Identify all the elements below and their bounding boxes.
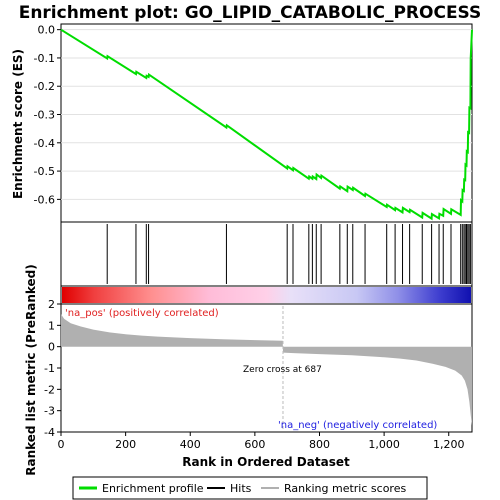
metric-y-tick-label: 1 xyxy=(48,319,55,332)
rank-color-bar xyxy=(62,287,471,303)
es-y-tick-label: 0.0 xyxy=(38,24,56,37)
metric-y-axis-label: Ranked list metric (PreRanked) xyxy=(24,264,38,476)
metric-y-tick-label: -2 xyxy=(44,383,55,396)
es-y-tick-label: -0.6 xyxy=(34,193,55,206)
metric-x-tick-label: 600 xyxy=(244,438,265,451)
metric-x-tick-label: 1,200 xyxy=(433,438,465,451)
hits-panel xyxy=(60,221,473,287)
es-y-axis-label: Enrichment score (ES) xyxy=(11,49,25,199)
legend-label-hits: Hits xyxy=(230,482,252,495)
positive-correlation-label: 'na_pos' (positively correlated) xyxy=(65,308,219,319)
es-plot-area xyxy=(60,23,473,223)
hits-area xyxy=(60,221,473,287)
es-gridlines xyxy=(61,29,472,200)
legend-label-ranking-metric-scores: Ranking metric scores xyxy=(284,482,406,495)
es-y-tick-label: -0.4 xyxy=(34,137,55,150)
metric-y-tick-label: -4 xyxy=(44,426,55,439)
metric-y-tick-label: -3 xyxy=(44,405,55,418)
metric-x-tick-label: 1,000 xyxy=(368,438,400,451)
es-panel: 0.0 -0.1 -0.2 -0.3 -0.4 -0.5 -0.6 Enrichment s… xyxy=(11,23,473,223)
es-y-tick-label: -0.5 xyxy=(34,165,55,178)
es-y-tick-label: -0.2 xyxy=(34,80,55,93)
es-y-tick-label: -0.1 xyxy=(34,52,55,65)
legend-box xyxy=(72,476,428,500)
metric-y-tick-label: 0 xyxy=(48,341,55,354)
metric-plot-area xyxy=(60,303,473,433)
es-profile-line xyxy=(60,28,473,221)
chart-title: Enrichment plot: GO_LIPID_CATABOLIC_PROC… xyxy=(19,3,482,23)
legend: Enrichment profile Hits Ranking metric s… xyxy=(72,476,428,500)
metric-area xyxy=(61,314,472,426)
es-y-tick-label: -0.3 xyxy=(34,109,55,122)
hit-marks xyxy=(106,224,471,284)
metric-y-tick-label: 2 xyxy=(48,298,55,311)
rank-color-panel xyxy=(60,285,473,305)
metric-x-ticks: 0 200 400 600 800 1,000 1,200 xyxy=(58,432,465,451)
metric-y-ticks: 2 1 0 -1 -2 -3 -4 xyxy=(44,298,61,439)
metric-x-axis-label: Rank in Ordered Dataset xyxy=(182,455,350,469)
legend-label-enrichment-profile: Enrichment profile xyxy=(102,482,204,495)
metric-x-tick-label: 400 xyxy=(180,438,201,451)
metric-y-tick-label: -1 xyxy=(44,362,55,375)
es-y-ticks: 0.0 -0.1 -0.2 -0.3 -0.4 -0.5 -0.6 xyxy=(34,24,61,206)
metric-panel: 2 1 0 -1 -2 -3 -4 0 200 400 600 800 1,000 1,200 'na_… xyxy=(24,264,473,476)
metric-x-tick-label: 0 xyxy=(58,438,65,451)
metric-x-tick-label: 200 xyxy=(115,438,136,451)
negative-correlation-label: 'na_neg' (negatively correlated) xyxy=(278,420,437,431)
zero-cross-annotation: Zero cross at 687 xyxy=(243,365,322,375)
metric-x-tick-label: 800 xyxy=(309,438,330,451)
